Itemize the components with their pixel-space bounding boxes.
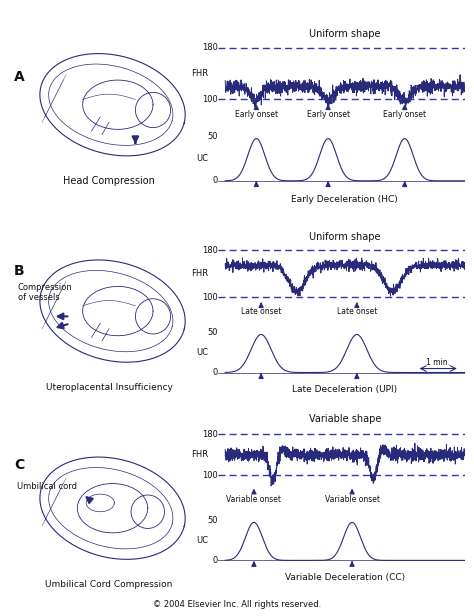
Text: Variable shape: Variable shape [309,414,381,424]
Text: Late Deceleration (UPI): Late Deceleration (UPI) [292,385,397,394]
Text: 1 min.: 1 min. [426,357,450,367]
Text: UC: UC [196,348,209,357]
Text: 180: 180 [202,43,218,52]
Text: 100: 100 [202,95,218,103]
Text: Early onset: Early onset [307,110,350,120]
Text: Umbilical cord: Umbilical cord [18,482,78,490]
Text: © 2004 Elsevier Inc. All rights reserved.: © 2004 Elsevier Inc. All rights reserved… [153,599,321,609]
Text: B: B [14,264,25,278]
Text: 50: 50 [208,516,218,525]
Text: 0: 0 [213,176,218,185]
Text: Early onset: Early onset [235,110,278,120]
Text: Late onset: Late onset [337,307,377,317]
Text: FHR: FHR [191,269,209,278]
Text: Early Deceleration (HC): Early Deceleration (HC) [292,195,398,204]
Text: FHR: FHR [191,69,209,78]
Text: FHR: FHR [191,450,209,460]
Text: Variable onset: Variable onset [227,495,282,504]
Text: UC: UC [196,155,209,163]
Text: 0: 0 [213,556,218,565]
Text: Umbilical Cord Compression: Umbilical Cord Compression [46,580,173,589]
Text: Uteroplacental Insufficiency: Uteroplacental Insufficiency [46,383,173,392]
Text: Uniform shape: Uniform shape [309,232,381,242]
Text: 100: 100 [202,293,218,302]
Text: Early onset: Early onset [383,110,426,120]
Text: 50: 50 [208,132,218,141]
Text: 0: 0 [213,368,218,377]
Text: C: C [14,458,25,472]
Text: Late onset: Late onset [241,307,281,317]
Text: A: A [14,70,25,84]
Text: 100: 100 [202,471,218,480]
Text: Uniform shape: Uniform shape [309,29,381,39]
Text: Variable Deceleration (CC): Variable Deceleration (CC) [285,573,405,582]
Text: 50: 50 [208,328,218,338]
Text: Head Compression: Head Compression [63,176,155,186]
Text: Variable onset: Variable onset [325,495,380,504]
Text: Compression
of vessels: Compression of vessels [18,283,72,302]
Text: 180: 180 [202,246,218,255]
Text: UC: UC [196,536,209,545]
Text: 180: 180 [202,430,218,439]
